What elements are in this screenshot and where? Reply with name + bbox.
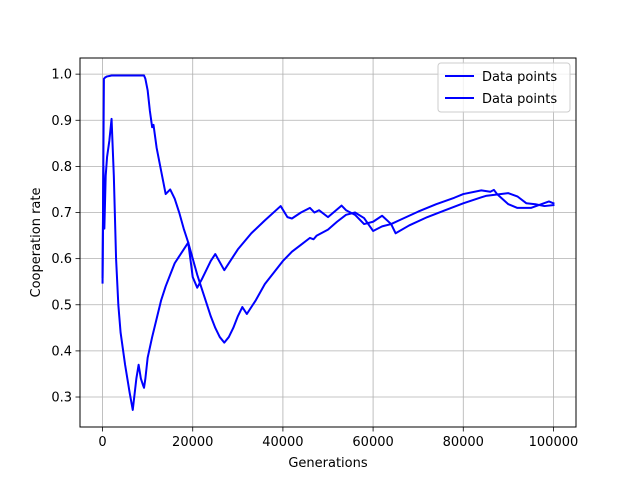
y-tick-label: 0.4 bbox=[51, 344, 72, 359]
series-1-line bbox=[101, 74, 555, 344]
x-tick-label: 100000 bbox=[529, 435, 579, 450]
x-axis-label: Generations bbox=[288, 456, 368, 471]
legend-label-series-1: Data points bbox=[482, 70, 557, 85]
series-lines bbox=[101, 74, 555, 411]
y-tick-label: 0.8 bbox=[51, 160, 72, 175]
x-axis-ticks: 0 20000 40000 60000 80000 100000 bbox=[98, 427, 578, 450]
x-tick-label: 80000 bbox=[443, 435, 484, 450]
x-tick-label: 0 bbox=[98, 435, 106, 450]
series-2-line bbox=[101, 117, 555, 411]
y-tick-label: 0.3 bbox=[51, 391, 72, 406]
x-tick-label: 20000 bbox=[172, 435, 213, 450]
legend: Data points Data points bbox=[437, 62, 571, 113]
x-tick-label: 40000 bbox=[262, 435, 303, 450]
grid-lines bbox=[80, 58, 576, 427]
legend-label-series-2: Data points bbox=[482, 92, 557, 107]
y-tick-label: 0.5 bbox=[51, 298, 72, 313]
plot-area-frame bbox=[79, 57, 577, 428]
y-tick-label: 1.0 bbox=[51, 68, 72, 83]
y-tick-label: 0.9 bbox=[51, 114, 72, 129]
x-tick-label: 60000 bbox=[352, 435, 393, 450]
y-tick-label: 0.7 bbox=[51, 206, 72, 221]
y-axis-label: Cooperation rate bbox=[29, 188, 44, 298]
y-tick-label: 0.6 bbox=[51, 252, 72, 267]
y-axis-ticks: 0.3 0.4 0.5 0.6 0.7 0.8 0.9 1.0 bbox=[51, 68, 80, 406]
